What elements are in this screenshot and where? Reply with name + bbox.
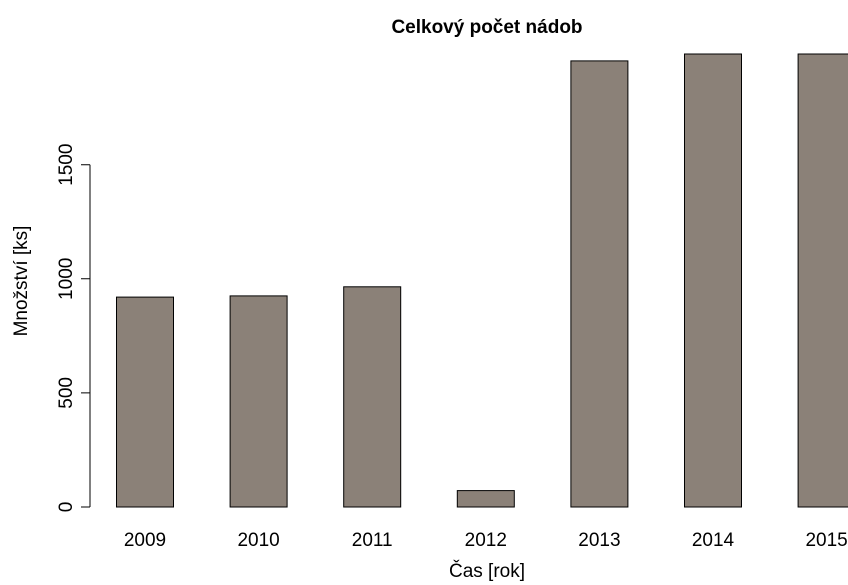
x-axis-title: Čas [rok]: [449, 560, 525, 582]
bar-2010: [229, 295, 288, 508]
x-tick-label-2010: 2010: [237, 530, 279, 551]
x-axis-labels: 2009 2010 2011 2012 2013 2014 2015: [124, 530, 848, 551]
bar-2012: [456, 490, 515, 508]
bar-2013: [570, 60, 629, 508]
x-tick-label-2012: 2012: [465, 530, 507, 551]
y-tick-label-1500: 1500: [56, 144, 77, 186]
y-tick-label-1000: 1000: [56, 258, 77, 300]
x-tick-label-2015: 2015: [805, 530, 847, 551]
y-axis: 0 500 1000 1500: [56, 144, 91, 513]
y-axis-title: Množství [ks]: [11, 226, 32, 337]
x-tick-label-2013: 2013: [578, 530, 620, 551]
bar-2014: [684, 53, 742, 508]
bar-2015: [797, 53, 848, 508]
y-axis-line: [81, 164, 91, 508]
x-tick-label-2014: 2014: [692, 530, 735, 551]
bars-group: [116, 53, 848, 508]
bar-2009: [116, 296, 174, 508]
chart-title: Celkový počet nádob: [391, 17, 582, 38]
x-tick-label-2011: 2011: [352, 530, 393, 551]
y-tick-label-500: 500: [56, 377, 77, 409]
y-tick-label-0: 0: [56, 502, 77, 513]
x-tick-label-2009: 2009: [124, 530, 166, 551]
bar-2011: [343, 286, 402, 508]
